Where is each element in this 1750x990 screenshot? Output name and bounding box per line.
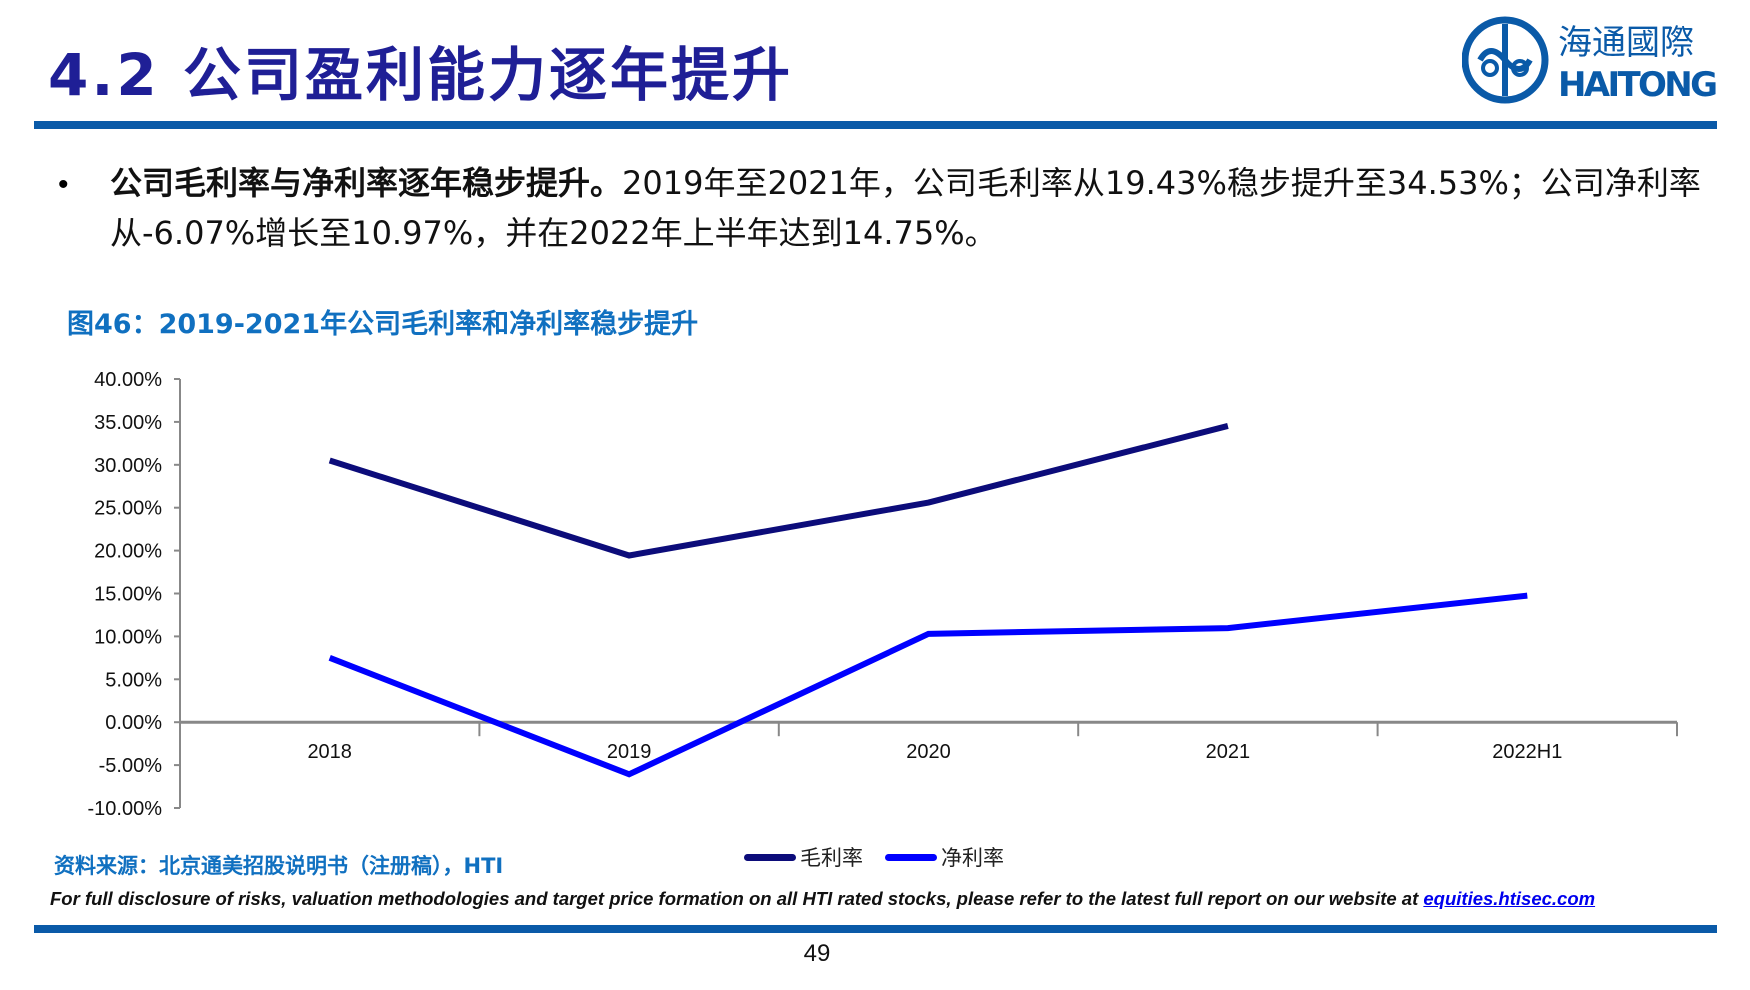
legend-swatch [885,853,937,861]
figure-title: 图46：2019-2021年公司毛利率和净利率稳步提升 [67,309,699,340]
logo-cn: 海通國際 [1558,23,1694,63]
y-tick-label: -5.00% [99,755,163,777]
bullet-body: 2019年至2021年，公司毛利率从19.43%稳步提升至34.53%；公司净利… [110,164,1701,252]
y-tick-label: 20.00% [94,541,162,563]
legend-label: 毛利率 [800,846,863,870]
x-tick-label: 2022H1 [1492,741,1562,763]
legend-item-net-margin: 净利率 [885,842,1004,872]
y-tick-label: 40.00% [94,369,162,391]
website-link[interactable]: equities.htisec.com [1423,888,1596,909]
y-tick-label: 5.00% [105,669,162,691]
x-tick-label: 2019 [607,741,652,763]
x-tick-label: 2020 [906,741,951,763]
disclaimer: For full disclosure of risks, valuation … [50,888,1595,910]
legend-swatch [744,853,796,861]
disclaimer-text: For full disclosure of risks, valuation … [50,888,1424,909]
legend-item-gross-margin: 毛利率 [744,842,863,872]
haitong-logo: 海通國際 HAITONG [1461,14,1722,106]
series-line-gross-margin [328,423,1229,559]
logo-en: HAITONG [1558,65,1718,105]
bullet-bold: 公司毛利率与净利率逐年稳步提升。 [110,164,623,202]
header-divider [34,121,1717,129]
page-number: 49 [803,940,831,967]
y-tick-label: -10.00% [88,798,163,820]
y-tick-label: 15.00% [94,584,162,606]
y-tick-label: 0.00% [105,712,162,734]
footer-divider [34,925,1717,933]
haitong-logo-icon: 海通國際 HAITONG [1461,16,1718,105]
y-tick-label: 10.00% [94,626,162,648]
line-chart: 40.00% 35.00% 30.00% 25.00% 20.00% 15.00% 10.0… [88,369,1678,820]
figure-source: 资料来源：北京通美招股说明书（注册稿），HTI [54,854,504,878]
x-tick-label: 2021 [1206,741,1251,763]
y-tick-label: 25.00% [94,498,162,520]
x-tick-label: 2018 [307,741,352,763]
y-tick-label: 35.00% [94,412,162,434]
bullet-paragraph: 公司毛利率与净利率逐年稳步提升。2019年至2021年，公司毛利率从19.43%… [110,158,1720,258]
bullet-icon: • [58,168,69,201]
legend-label: 净利率 [941,846,1004,870]
chart-legend: 毛利率 净利率 [744,842,1026,872]
y-tick-label: 30.00% [94,455,162,477]
page-title: 4.2 公司盈利能力逐年提升 [48,41,793,109]
